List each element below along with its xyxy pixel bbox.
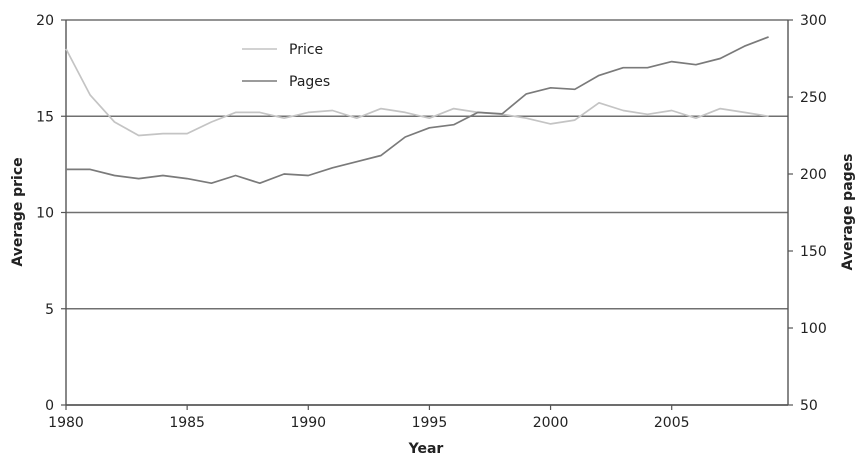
left-y-tick-label-5: 5 xyxy=(45,302,54,318)
series-lines xyxy=(65,36,769,185)
x-axis-ticks: 1980 1985 1990 1995 2000 2005 xyxy=(48,405,690,431)
x-tick-label-2005: 2005 xyxy=(654,415,690,431)
right-y-axis-ticks: 50 100 150 200 250 300 xyxy=(788,13,827,414)
right-y-tick-label-100: 100 xyxy=(800,321,827,337)
x-tick-label-1990: 1990 xyxy=(290,415,326,431)
x-tick-label-1985: 1985 xyxy=(169,415,205,431)
right-y-tick-label-50: 50 xyxy=(800,398,818,414)
left-y-axis-ticks: 0 5 10 15 20 xyxy=(36,13,66,414)
legend-label-price: Price xyxy=(289,42,323,58)
left-y-tick-label-0: 0 xyxy=(45,398,54,414)
legend-label-pages: Pages xyxy=(289,74,330,90)
right-y-tick-label-250: 250 xyxy=(800,90,827,106)
x-tick-label-2000: 2000 xyxy=(533,415,569,431)
left-y-tick-label-10: 10 xyxy=(36,206,54,222)
legend: Price Pages xyxy=(242,42,330,90)
series-line-pages xyxy=(66,36,769,185)
left-y-tick-label-15: 15 xyxy=(36,109,54,125)
left-y-tick-label-20: 20 xyxy=(36,13,54,29)
right-y-axis-title: Average pages xyxy=(840,153,856,270)
series-line-price xyxy=(65,48,769,137)
x-tick-label-1995: 1995 xyxy=(412,415,448,431)
right-y-tick-label-300: 300 xyxy=(800,13,827,29)
right-y-tick-label-150: 150 xyxy=(800,244,827,260)
gridlines xyxy=(66,19,788,406)
left-y-axis-title: Average price xyxy=(10,157,26,266)
x-tick-label-1980: 1980 xyxy=(48,415,84,431)
right-y-tick-label-200: 200 xyxy=(800,167,827,183)
x-axis-title: Year xyxy=(408,441,444,455)
